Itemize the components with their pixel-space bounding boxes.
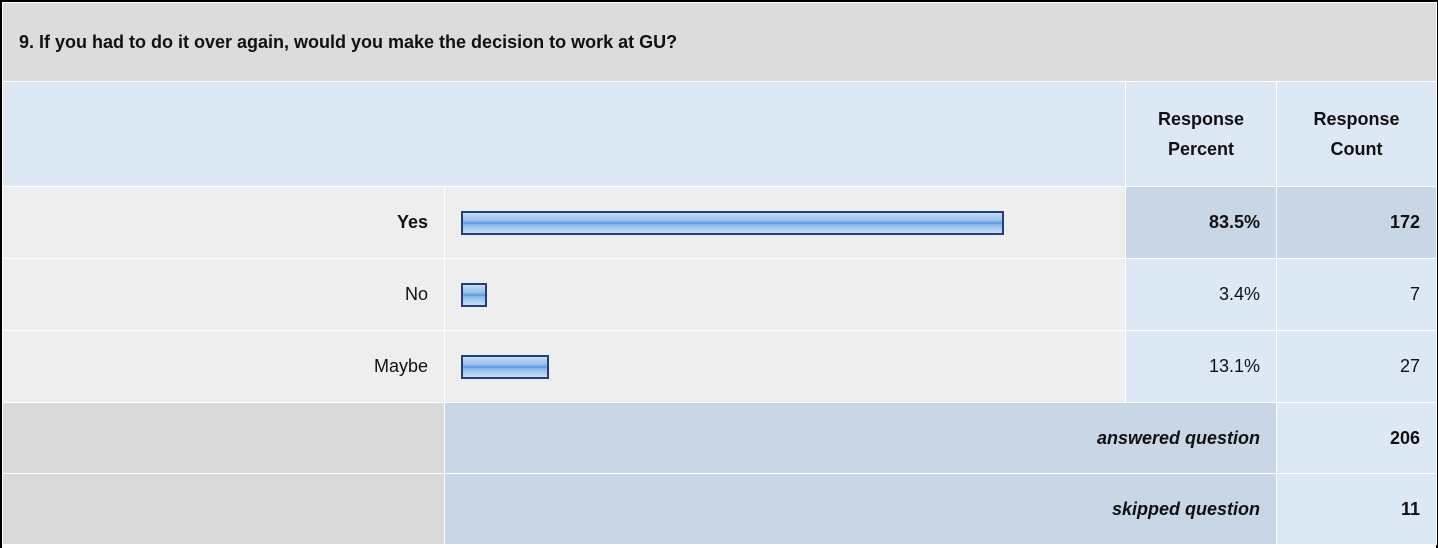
bar-cell bbox=[444, 330, 1126, 403]
question-title: 9. If you had to do it over again, would… bbox=[1, 2, 1438, 82]
bar bbox=[461, 282, 487, 307]
answer-row: No 3.4% 7 bbox=[2, 258, 1438, 331]
bar-cell bbox=[444, 186, 1126, 259]
summary-count: 11 bbox=[1275, 473, 1438, 545]
response-percent: 13.1% bbox=[1125, 330, 1277, 403]
response-count: 172 bbox=[1275, 186, 1438, 259]
bar-cell bbox=[444, 258, 1126, 331]
answer-label: No bbox=[2, 258, 445, 331]
summary-count: 206 bbox=[1275, 402, 1438, 474]
response-percent: 3.4% bbox=[1125, 258, 1277, 331]
header-percent: Response Percent bbox=[1125, 81, 1277, 187]
summary-label: skipped question bbox=[444, 473, 1277, 545]
answer-label: Maybe bbox=[2, 330, 445, 403]
answer-row: Maybe 13.1% 27 bbox=[2, 330, 1438, 403]
bar bbox=[461, 354, 550, 379]
summary-blank bbox=[2, 473, 445, 545]
response-count: 27 bbox=[1275, 330, 1438, 403]
answer-label: Yes bbox=[2, 186, 445, 259]
summary-row: skipped question 11 bbox=[2, 473, 1438, 545]
answer-row: Yes 83.5% 172 bbox=[2, 186, 1438, 259]
header-count: Response Count bbox=[1275, 81, 1438, 187]
summary-blank bbox=[2, 402, 445, 474]
summary-label: answered question bbox=[444, 402, 1277, 474]
response-percent: 83.5% bbox=[1125, 186, 1277, 259]
response-count: 7 bbox=[1275, 258, 1438, 331]
summary-row: answered question 206 bbox=[2, 402, 1438, 474]
bar bbox=[461, 210, 1004, 235]
header-blank bbox=[2, 81, 1126, 187]
